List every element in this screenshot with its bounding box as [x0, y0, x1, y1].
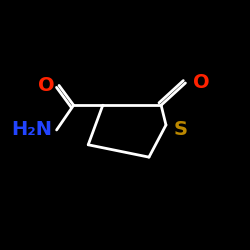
Text: S: S	[173, 120, 187, 140]
Text: H₂N: H₂N	[11, 120, 52, 140]
Text: O: O	[193, 74, 209, 92]
Text: O: O	[38, 76, 54, 95]
